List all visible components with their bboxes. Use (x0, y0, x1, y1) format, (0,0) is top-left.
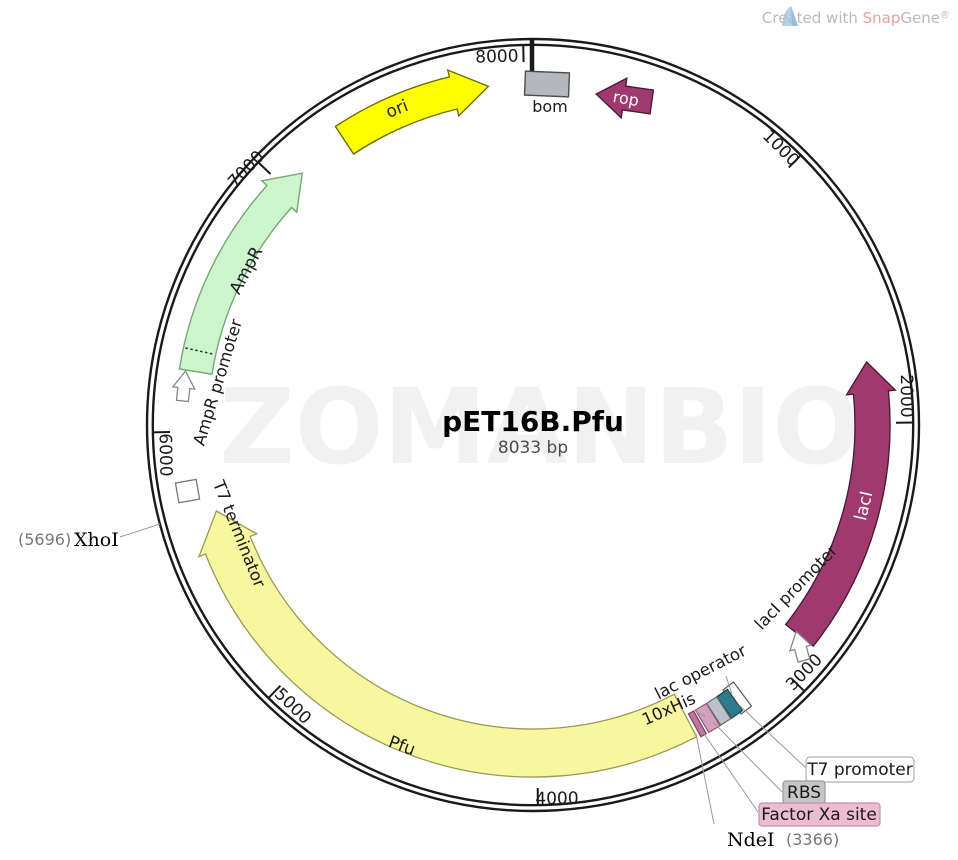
watermark-text: ZOMANBIO (219, 366, 860, 488)
tick-mark-7000 (256, 160, 272, 175)
bom-label[interactable]: bom (532, 97, 568, 116)
credit-registered-mark: ® (940, 10, 950, 21)
factor-xa-callout-label[interactable]: Factor Xa site (761, 805, 877, 825)
tick-label-7000: 7000 (224, 147, 268, 192)
t7-promoter-callout-label[interactable]: T7 promoter (806, 760, 913, 780)
ndei-enzyme-name[interactable]: NdeI (727, 829, 775, 851)
xhoi-position: (5696) (18, 530, 71, 549)
feature-ampr-promoter-arrow[interactable] (171, 369, 196, 403)
feature-rop-arrow[interactable] (593, 74, 655, 121)
feature-laci-promoter-arrow[interactable] (785, 629, 814, 664)
leader-lines (119, 523, 807, 825)
rbs-leader-line (712, 721, 783, 793)
plasmid-size-subtitle: 8033 bp (498, 438, 568, 458)
rbs-callout-label[interactable]: RBS (787, 783, 821, 803)
credit-created-with: Created with (762, 9, 863, 27)
ndei-position: (3366) (786, 830, 839, 849)
xhoi-site-label[interactable]: (5696) XhoI (18, 529, 119, 551)
t7-promoter-callout-box[interactable] (805, 756, 915, 783)
ndei-leader-line (695, 733, 715, 825)
lac-operator-leader-line (725, 675, 733, 695)
snapgene-logo-accent (791, 6, 798, 26)
xhoi-leader-line (119, 523, 161, 538)
snapgene-credit: Created with SnapGene® (762, 6, 950, 27)
feature-pfu-arrow[interactable] (197, 510, 698, 778)
tick-label-2000: 2000 (896, 374, 916, 417)
tick-mark-5000 (267, 685, 282, 700)
ndei-site-label[interactable]: NdeI (3366) (727, 829, 839, 851)
credit-text: Created with SnapGene® (762, 9, 950, 27)
tick-label-4000: 4000 (535, 789, 579, 810)
feature-lac-operator-box[interactable] (715, 688, 744, 719)
tick-label-6000: 6000 (155, 433, 176, 477)
plasmid-name-title: pET16B.Pfu (442, 405, 624, 438)
factor-xa-callout[interactable]: Factor Xa site (758, 802, 881, 827)
backbone-outer-circle (145, 37, 921, 813)
feature-laci-arrow[interactable] (784, 360, 897, 648)
tick-mark-3000 (791, 678, 806, 693)
tick-mark-1000 (788, 153, 803, 169)
xhoi-enzyme-name[interactable]: XhoI (74, 529, 119, 551)
t7-promoter-callout[interactable]: T7 promoter (805, 756, 915, 783)
plasmid-backbone (145, 37, 921, 813)
factor-xa-leader-line (699, 727, 759, 813)
feature-ampr-arrow[interactable] (178, 172, 304, 376)
credit-brand-snap: Snap (863, 9, 901, 27)
feature-t7-terminator-box[interactable] (174, 478, 201, 504)
tick-label-1000: 1000 (758, 126, 803, 171)
tick-label-8000: 8000 (475, 46, 519, 67)
feature-10xhis-box[interactable] (694, 702, 721, 734)
factor-xa-callout-box[interactable] (758, 802, 881, 827)
tick-marks (152, 44, 915, 807)
rop-label[interactable]: rop (611, 87, 640, 110)
credit-brand-gene: Gene (900, 9, 940, 27)
feature-bom-box[interactable] (523, 70, 571, 98)
rbs-callout[interactable]: RBS (782, 780, 826, 805)
feature-ori-arrow[interactable] (334, 68, 490, 155)
10xhis-leader-line (695, 711, 706, 717)
t7-promoter-leader-line (738, 704, 807, 769)
